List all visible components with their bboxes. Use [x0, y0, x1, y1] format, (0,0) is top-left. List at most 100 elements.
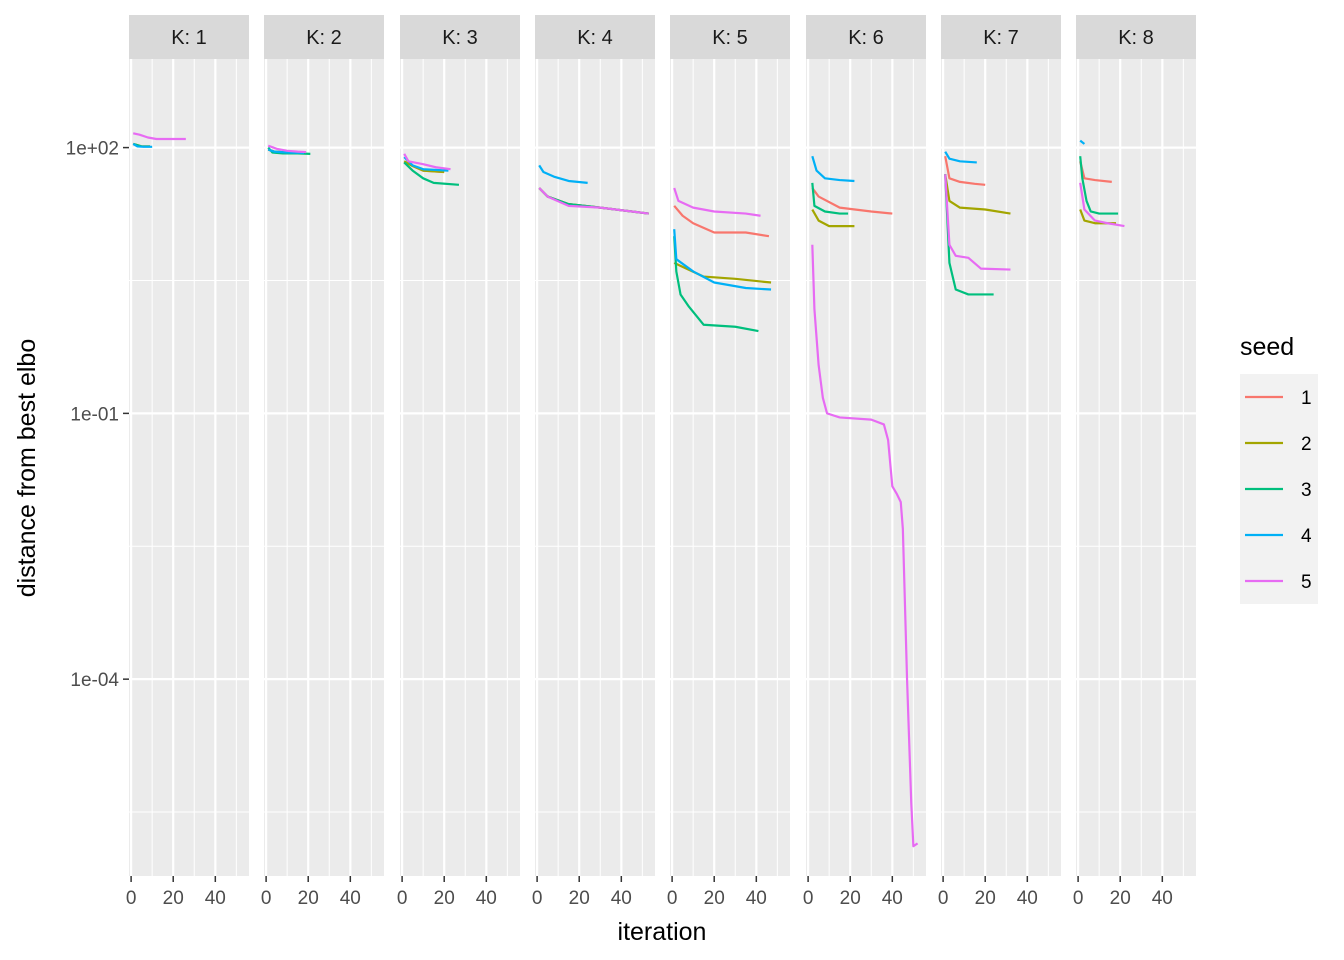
facet-panel: K: 6 0 20 40: [803, 15, 926, 909]
x-tick-label: 20: [434, 888, 455, 909]
facet-strip-label: K: 6: [848, 27, 884, 49]
x-axis-title: iteration: [618, 918, 707, 946]
facet-strip: [806, 15, 926, 59]
x-tick-label: 40: [611, 888, 632, 909]
facet-panel: K: 2 0 20 40: [261, 15, 384, 909]
legend-label: 3: [1301, 480, 1312, 501]
x-tick-label: 20: [704, 888, 725, 909]
facet-strip: [535, 15, 655, 59]
series-line-seed-3: [673, 236, 759, 333]
x-tick-label: 40: [1017, 888, 1038, 909]
x-tick-label: 20: [975, 888, 996, 909]
facet-panels: K: 10 20 40K: 20 20 40K: 30 20 40K: 40 20 40K: 5…: [126, 15, 1196, 909]
facet-strip: [941, 15, 1061, 59]
x-tick-label: 0: [1073, 888, 1084, 909]
x-tick-label: 40: [882, 888, 903, 909]
facet-panel: K: 8 0 20 40: [1073, 15, 1196, 909]
x-tick-label: 40: [1152, 888, 1173, 909]
legend-key: 3: [1245, 480, 1312, 501]
y-tick-label: 1e-01: [70, 404, 119, 425]
series-line-seed-4: [132, 142, 153, 148]
x-tick-label: 0: [803, 888, 814, 909]
x-tick-label: 40: [746, 888, 767, 909]
facet-panel: K: 3 0 20 40: [397, 15, 520, 909]
series-line-seed-4: [1079, 139, 1086, 145]
x-tick-label: 20: [840, 888, 861, 909]
x-tick-label: 0: [397, 888, 408, 909]
facet-panel: K: 1 0 20 40: [126, 15, 249, 909]
facet-strip-label: K: 7: [983, 27, 1019, 49]
facet-panel: K: 4 0 20 40: [532, 15, 655, 909]
panel-background: [400, 59, 520, 876]
legend-key: 4: [1245, 526, 1312, 547]
series-line-seed-5: [944, 174, 1011, 271]
series-line-seed-5: [811, 244, 919, 848]
facet-panel: K: 5 0 20 40: [667, 15, 790, 909]
legend-label: 4: [1301, 526, 1312, 547]
facet-strip-label: K: 8: [1118, 27, 1154, 49]
legend: seed 1 2 3 4 5: [1240, 333, 1318, 604]
x-tick-label: 0: [261, 888, 272, 909]
series-line-seed-4: [944, 151, 977, 164]
facet-strip-label: K: 4: [577, 27, 613, 49]
facet-strip-label: K: 1: [171, 27, 207, 49]
series-line-seed-2: [811, 208, 855, 228]
y-axis-title: distance from best elbo: [13, 339, 41, 597]
legend-label: 1: [1301, 388, 1312, 409]
x-tick-label: 20: [569, 888, 590, 909]
x-tick-label: 0: [938, 888, 949, 909]
panel-background: [941, 59, 1061, 876]
y-axis: 1e+02 1e-01 1e-04: [66, 139, 129, 691]
legend-key: 1: [1245, 388, 1312, 409]
panel-background: [670, 59, 790, 876]
series-line-seed-5: [1079, 182, 1125, 228]
y-tick-label: 1e+02: [66, 139, 119, 160]
series-line-seed-1: [673, 205, 770, 238]
facet-strip-label: K: 5: [712, 27, 748, 49]
legend-label: 5: [1301, 572, 1312, 593]
y-tick-label: 1e-04: [70, 670, 119, 691]
series-line-seed-5: [673, 187, 761, 217]
series-line-seed-4: [811, 155, 855, 183]
legend-title: seed: [1240, 333, 1294, 361]
panel-background: [129, 59, 249, 876]
legend-label: 2: [1301, 434, 1312, 455]
x-tick-label: 40: [205, 888, 226, 909]
legend-key: 5: [1245, 572, 1312, 593]
panel-background: [264, 59, 384, 876]
x-tick-label: 40: [340, 888, 361, 909]
series-line-seed-5: [403, 153, 451, 171]
x-tick-label: 20: [1110, 888, 1131, 909]
legend-key: 2: [1245, 434, 1312, 455]
x-tick-label: 40: [476, 888, 497, 909]
x-tick-label: 20: [163, 888, 184, 909]
facet-strip: [670, 15, 790, 59]
facet-strip: [1076, 15, 1196, 59]
facet-strip: [129, 15, 249, 59]
panel-background: [1076, 59, 1196, 876]
facet-strip: [264, 15, 384, 59]
series-line-seed-5: [267, 144, 307, 154]
series-line-seed-2: [944, 174, 1011, 215]
facet-panel: K: 7 0 20 40: [938, 15, 1061, 909]
series-line-seed-1: [944, 155, 986, 186]
x-tick-label: 0: [667, 888, 678, 909]
x-tick-label: 0: [126, 888, 137, 909]
facet-strip-label: K: 2: [306, 27, 342, 49]
series-line-seed-4: [538, 164, 588, 184]
series-line-seed-5: [538, 187, 649, 215]
panel-background: [535, 59, 655, 876]
x-tick-label: 20: [298, 888, 319, 909]
series-line-seed-3: [403, 161, 460, 186]
facet-strip: [400, 15, 520, 59]
series-line-seed-3: [1079, 156, 1119, 215]
series-line-seed-4: [673, 229, 772, 291]
series-line-seed-4: [267, 148, 305, 155]
panel-background: [806, 59, 926, 876]
series-line-seed-1: [811, 187, 893, 215]
x-tick-label: 0: [532, 888, 543, 909]
series-line-seed-3: [811, 182, 849, 215]
series-line-seed-5: [132, 132, 186, 141]
facet-strip-label: K: 3: [442, 27, 478, 49]
